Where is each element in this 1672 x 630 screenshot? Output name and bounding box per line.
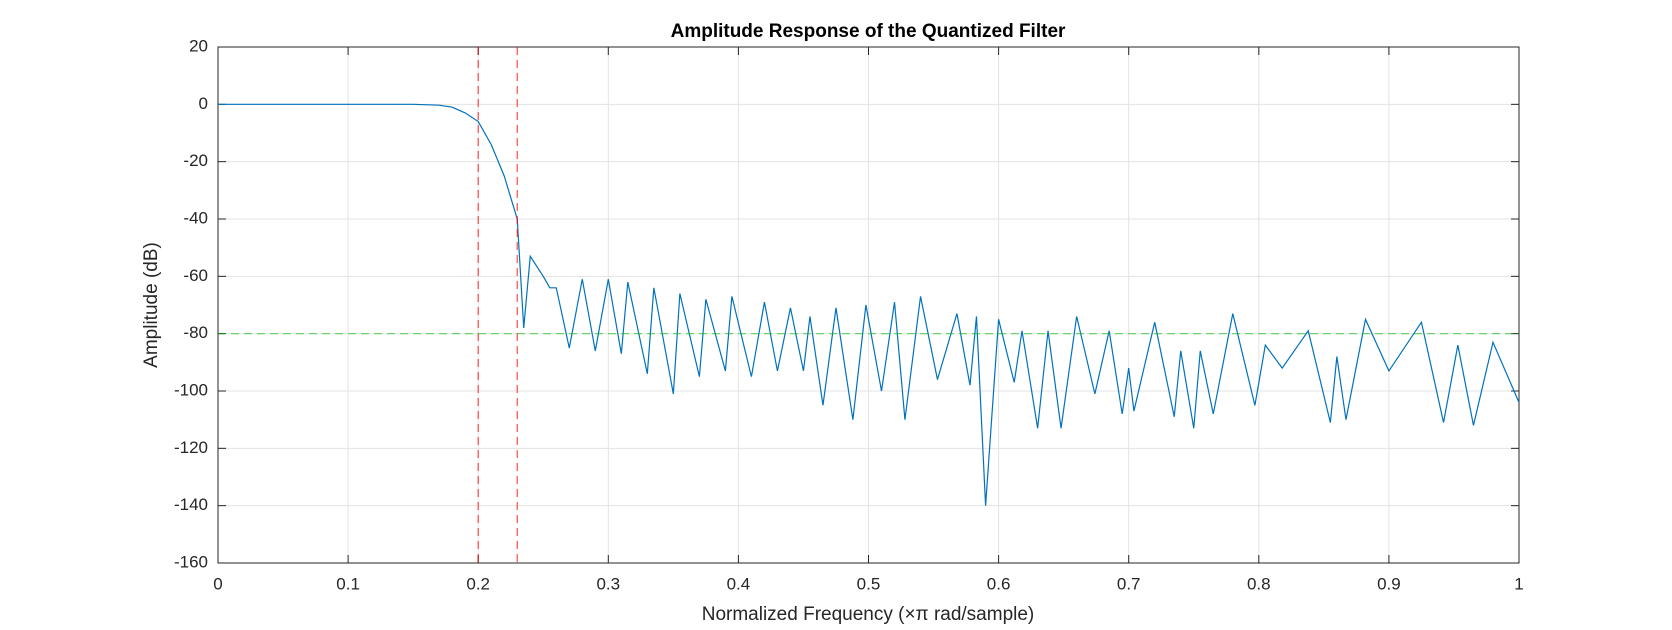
plot-frame [217, 46, 1520, 564]
y-tick-label: -80 [183, 323, 208, 342]
x-tick-label: 0.1 [336, 574, 360, 593]
x-tick-label: 0.8 [1247, 574, 1271, 593]
data-line [218, 103, 1520, 506]
y-tick-label: 0 [199, 94, 208, 113]
x-tick-label: 0.5 [857, 574, 881, 593]
x-tick-label: 1 [1514, 574, 1523, 593]
y-tick-label: -140 [174, 495, 208, 514]
y-tick-label: -60 [183, 266, 208, 285]
y-tick-label: -120 [174, 438, 208, 457]
y-tick-label: -20 [183, 151, 208, 170]
chart-title: Amplitude Response of the Quantized Filt… [671, 21, 1066, 42]
x-tick-label: 0.6 [987, 574, 1011, 593]
y-tick-label: -100 [174, 380, 208, 399]
x-tick-label: 0.4 [727, 574, 751, 593]
x-tick-label: 0.2 [466, 574, 490, 593]
x-tick-label: 0 [213, 574, 222, 593]
y-tick-label: -160 [174, 552, 208, 571]
x-axis-label: Normalized Frequency (×π rad/sample) [702, 604, 1035, 625]
x-tick-label: 0.3 [596, 574, 620, 593]
y-tick-label: 20 [189, 36, 208, 55]
x-tick-label: 0.7 [1117, 574, 1141, 593]
y-tick-label: -40 [183, 208, 208, 227]
x-tick-label: 0.9 [1377, 574, 1401, 593]
y-axis-label: Amplitude (dB) [141, 242, 162, 368]
